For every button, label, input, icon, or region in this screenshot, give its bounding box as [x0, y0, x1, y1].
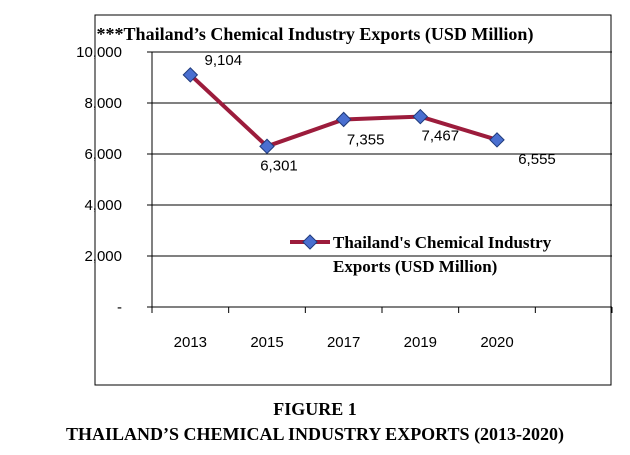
data-label: 7,467	[422, 128, 460, 145]
y-tick-label: 8,000	[84, 95, 122, 112]
chart-title: ***Thailand’s Chemical Industry Exports …	[97, 24, 534, 45]
data-label: 6,301	[260, 157, 298, 174]
x-tick-label: 2019	[404, 334, 437, 351]
y-tick-label: 6,000	[84, 146, 122, 163]
data-point-marker	[259, 138, 275, 155]
data-label: 7,355	[347, 131, 385, 148]
x-tick-label: 2013	[174, 334, 207, 351]
x-tick-label: 2017	[327, 334, 360, 351]
data-point-marker	[412, 108, 429, 125]
data-label: 9,104	[205, 52, 243, 69]
y-tick-label: 4,000	[84, 197, 122, 214]
data-label: 6,555	[518, 151, 556, 168]
y-tick-label: -	[117, 299, 122, 316]
figure-number: FIGURE 1	[273, 399, 357, 419]
legend-label: Exports (USD Million)	[333, 257, 497, 276]
figure-caption: THAILAND’S CHEMICAL INDUSTRY EXPORTS (20…	[65, 424, 565, 444]
data-point-marker	[335, 111, 352, 128]
legend-marker-swatch	[302, 234, 318, 250]
data-point-marker	[489, 132, 505, 148]
legend-label: Thailand's Chemical Industry	[333, 233, 552, 252]
data-point-marker	[182, 67, 199, 83]
chart-area-border	[94, 14, 612, 386]
x-tick-label: 2020	[480, 334, 513, 351]
x-tick-label: 2015	[250, 334, 283, 351]
y-tick-label: 2,000	[84, 248, 122, 265]
y-tick-label: 10,000	[76, 44, 122, 61]
